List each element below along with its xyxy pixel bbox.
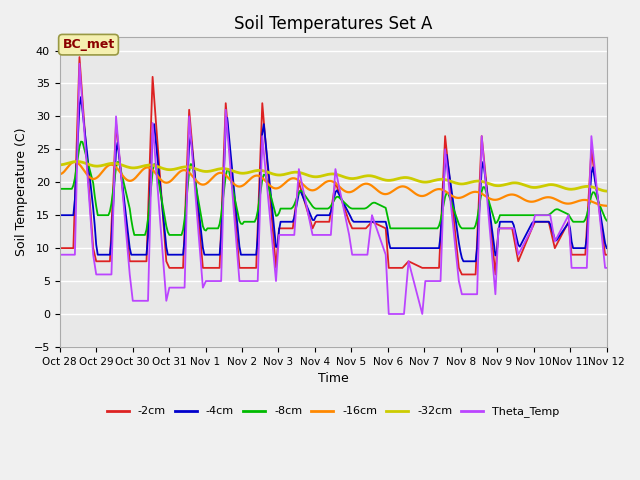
-16cm [220,171,228,177]
-8cm [298,188,306,194]
-8cm [131,232,138,238]
Line: -4cm: -4cm [60,97,607,261]
-4cm [56,212,63,218]
Theta_Temp [56,252,63,258]
-2cm [124,243,132,249]
-32cm [239,170,246,176]
Theta_Temp [575,265,583,271]
Line: -8cm: -8cm [60,142,607,235]
-2cm [239,265,246,271]
-16cm [296,179,304,185]
-16cm [124,178,132,183]
-16cm [603,203,611,209]
-4cm [603,245,611,251]
-16cm [56,171,63,177]
Line: -2cm: -2cm [60,57,607,275]
-4cm [124,232,132,238]
-8cm [575,219,583,225]
Theta_Temp [385,311,392,317]
-2cm [296,184,304,190]
Legend: -2cm, -4cm, -8cm, -16cm, -32cm, Theta_Temp: -2cm, -4cm, -8cm, -16cm, -32cm, Theta_Te… [102,402,564,422]
-16cm [239,183,246,189]
-32cm [56,162,63,168]
-32cm [72,158,80,164]
-8cm [250,219,257,225]
-8cm [240,219,248,225]
-4cm [239,252,246,258]
-2cm [575,252,583,258]
Theta_Temp [124,254,132,260]
-4cm [77,94,85,100]
Line: Theta_Temp: Theta_Temp [60,64,607,314]
-8cm [77,139,85,144]
-2cm [603,252,611,258]
-2cm [76,54,83,60]
-16cm [248,175,255,180]
Theta_Temp [239,278,246,284]
-32cm [603,188,611,194]
-32cm [574,185,582,191]
-8cm [124,199,132,205]
-4cm [220,161,228,167]
X-axis label: Time: Time [318,372,349,385]
-2cm [248,265,255,271]
Title: Soil Temperatures Set A: Soil Temperatures Set A [234,15,433,33]
-32cm [296,170,304,176]
-8cm [56,186,63,192]
-32cm [248,169,255,175]
-2cm [56,245,63,251]
Y-axis label: Soil Temperature (C): Soil Temperature (C) [15,128,28,256]
-2cm [220,142,228,147]
Theta_Temp [248,278,255,284]
-2cm [458,272,466,277]
Line: -32cm: -32cm [60,161,607,191]
-4cm [248,252,255,258]
-16cm [574,198,582,204]
-32cm [220,166,228,171]
-8cm [222,173,230,179]
Theta_Temp [220,164,228,170]
-32cm [124,164,132,170]
-8cm [603,217,611,223]
Line: -16cm: -16cm [60,162,607,206]
Theta_Temp [76,61,83,67]
Text: BC_met: BC_met [62,38,115,51]
-4cm [460,258,467,264]
Theta_Temp [296,173,304,179]
Theta_Temp [603,265,611,271]
-4cm [296,188,304,193]
-16cm [71,159,79,165]
-4cm [575,245,583,251]
